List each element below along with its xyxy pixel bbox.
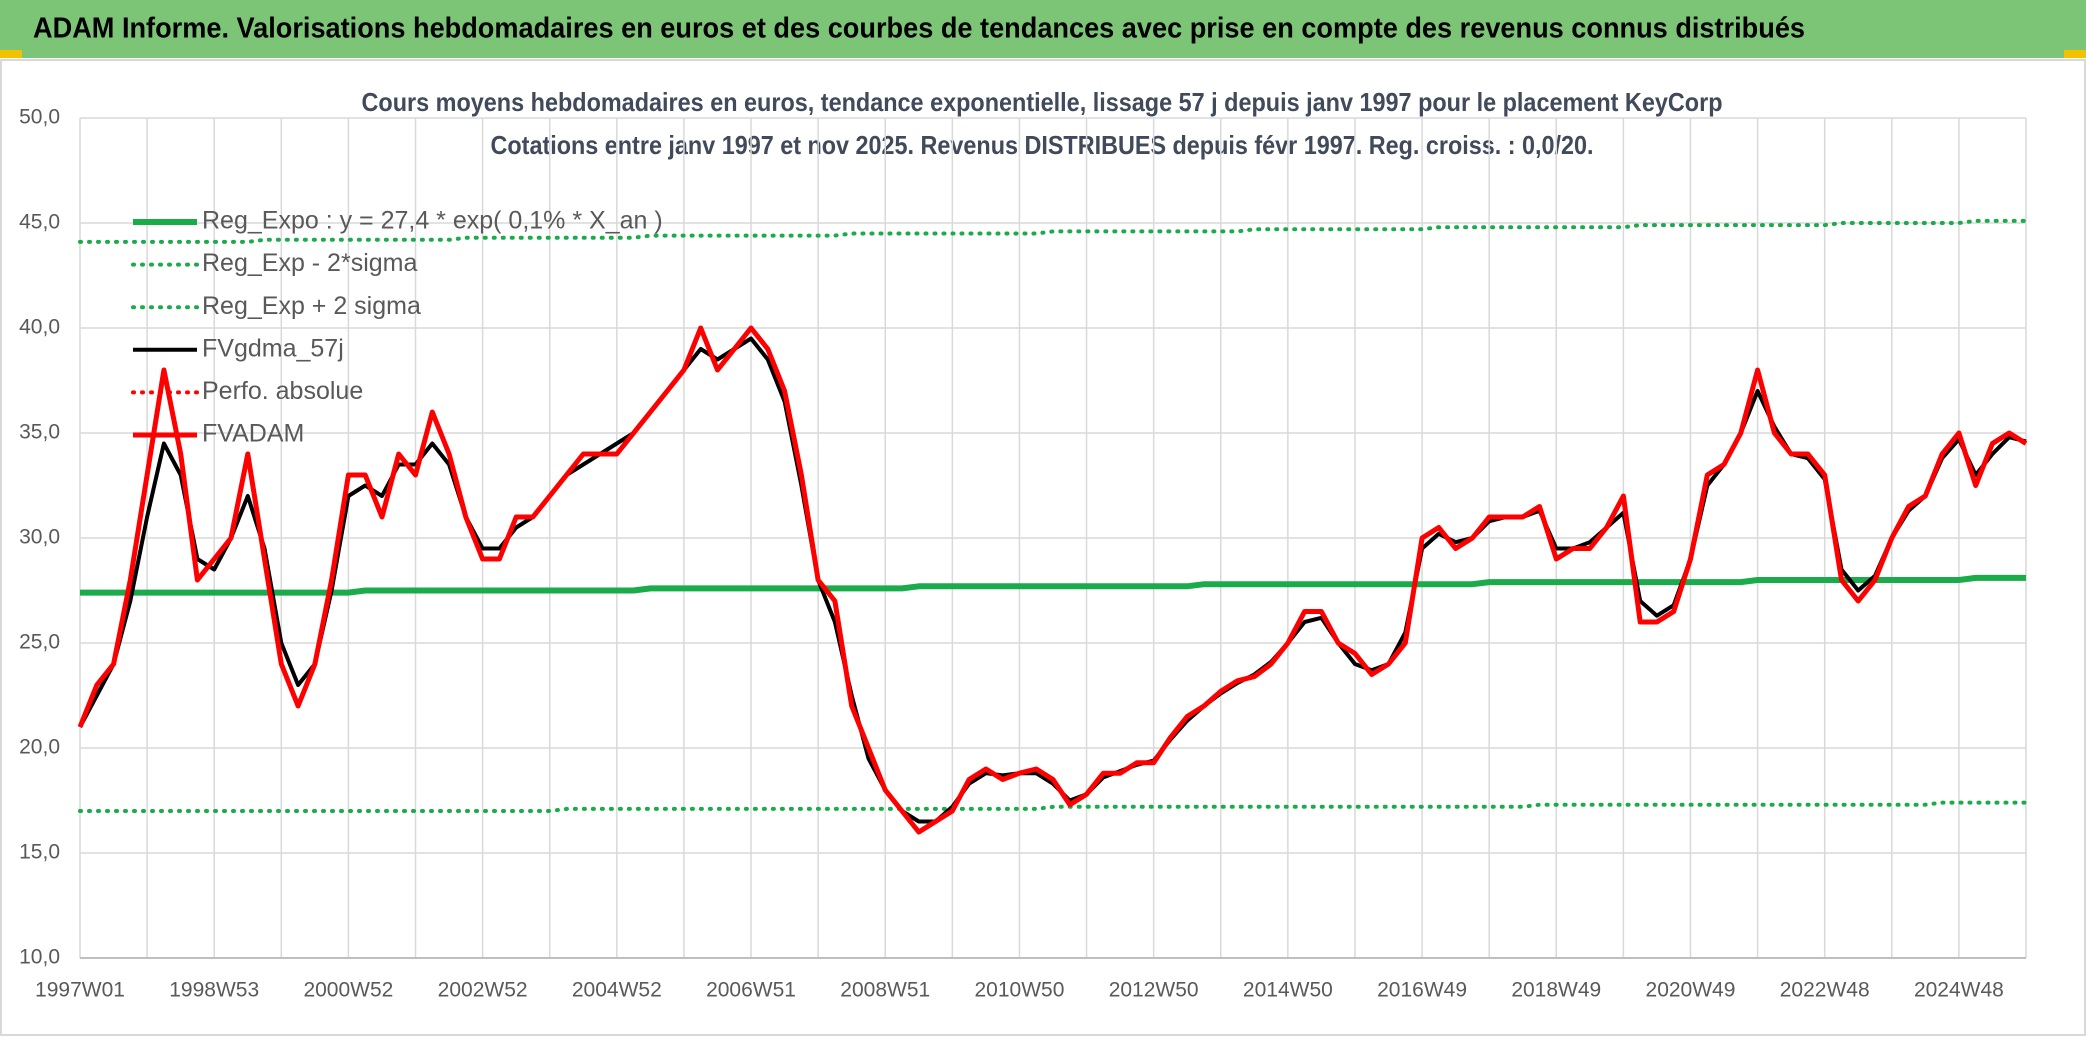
y-tick-label: 50,0 bbox=[19, 106, 60, 129]
y-tick-label: 10,0 bbox=[19, 946, 60, 969]
chart-title: Cours moyens hebdomadaires en euros, ten… bbox=[362, 87, 1723, 117]
legend-label: FVgdma_57j bbox=[202, 334, 344, 362]
x-tick-label: 2008W51 bbox=[840, 979, 930, 1002]
legend-label: Reg_Expo : y = 27,4 * exp( 0,1% * X_an ) bbox=[202, 207, 663, 235]
series-line bbox=[77, 325, 2028, 835]
corner-mark bbox=[0, 50, 22, 58]
chart-subtitle: Cotations entre janv 1997 et nov 2025. R… bbox=[491, 130, 1594, 160]
x-tick-label: 2018W49 bbox=[1511, 979, 1601, 1002]
x-tick-label: 2016W49 bbox=[1377, 979, 1467, 1002]
x-tick-label: 2022W48 bbox=[1780, 979, 1870, 1002]
x-tick-label: 1997W01 bbox=[35, 979, 125, 1002]
legend-label: Perfo. absolue bbox=[202, 377, 363, 405]
y-tick-label: 25,0 bbox=[19, 631, 60, 654]
y-tick-label: 20,0 bbox=[19, 736, 60, 759]
header-title: ADAM Informe. Valorisations hebdomadaire… bbox=[33, 13, 1805, 45]
y-tick-label: 45,0 bbox=[19, 211, 60, 234]
series-line bbox=[78, 218, 2028, 244]
header-band bbox=[0, 0, 2086, 58]
series-line bbox=[78, 800, 2028, 813]
legend-label: Reg_Exp + 2 sigma bbox=[202, 292, 421, 320]
corner-mark bbox=[2064, 50, 2086, 58]
y-tick-label: 40,0 bbox=[19, 316, 60, 339]
x-tick-label: 2006W51 bbox=[706, 979, 796, 1002]
x-tick-label: 2000W52 bbox=[303, 979, 393, 1002]
y-tick-label: 30,0 bbox=[19, 526, 60, 549]
x-tick-label: 2024W48 bbox=[1914, 979, 2004, 1002]
y-tick-label: 15,0 bbox=[19, 841, 60, 864]
x-tick-label: 2010W50 bbox=[974, 979, 1064, 1002]
y-tick-label: 35,0 bbox=[19, 421, 60, 444]
legend-label: FVADAM bbox=[202, 420, 304, 448]
x-tick-label: 2014W50 bbox=[1243, 979, 1333, 1002]
legend-label: Reg_Exp - 2*sigma bbox=[202, 249, 417, 277]
x-tick-label: 2004W52 bbox=[572, 979, 662, 1002]
series-line bbox=[80, 574, 2026, 596]
x-tick-label: 2020W49 bbox=[1646, 979, 1736, 1002]
x-tick-label: 1998W53 bbox=[169, 979, 259, 1002]
x-tick-label: 2002W52 bbox=[438, 979, 528, 1002]
x-tick-label: 2012W50 bbox=[1109, 979, 1199, 1002]
